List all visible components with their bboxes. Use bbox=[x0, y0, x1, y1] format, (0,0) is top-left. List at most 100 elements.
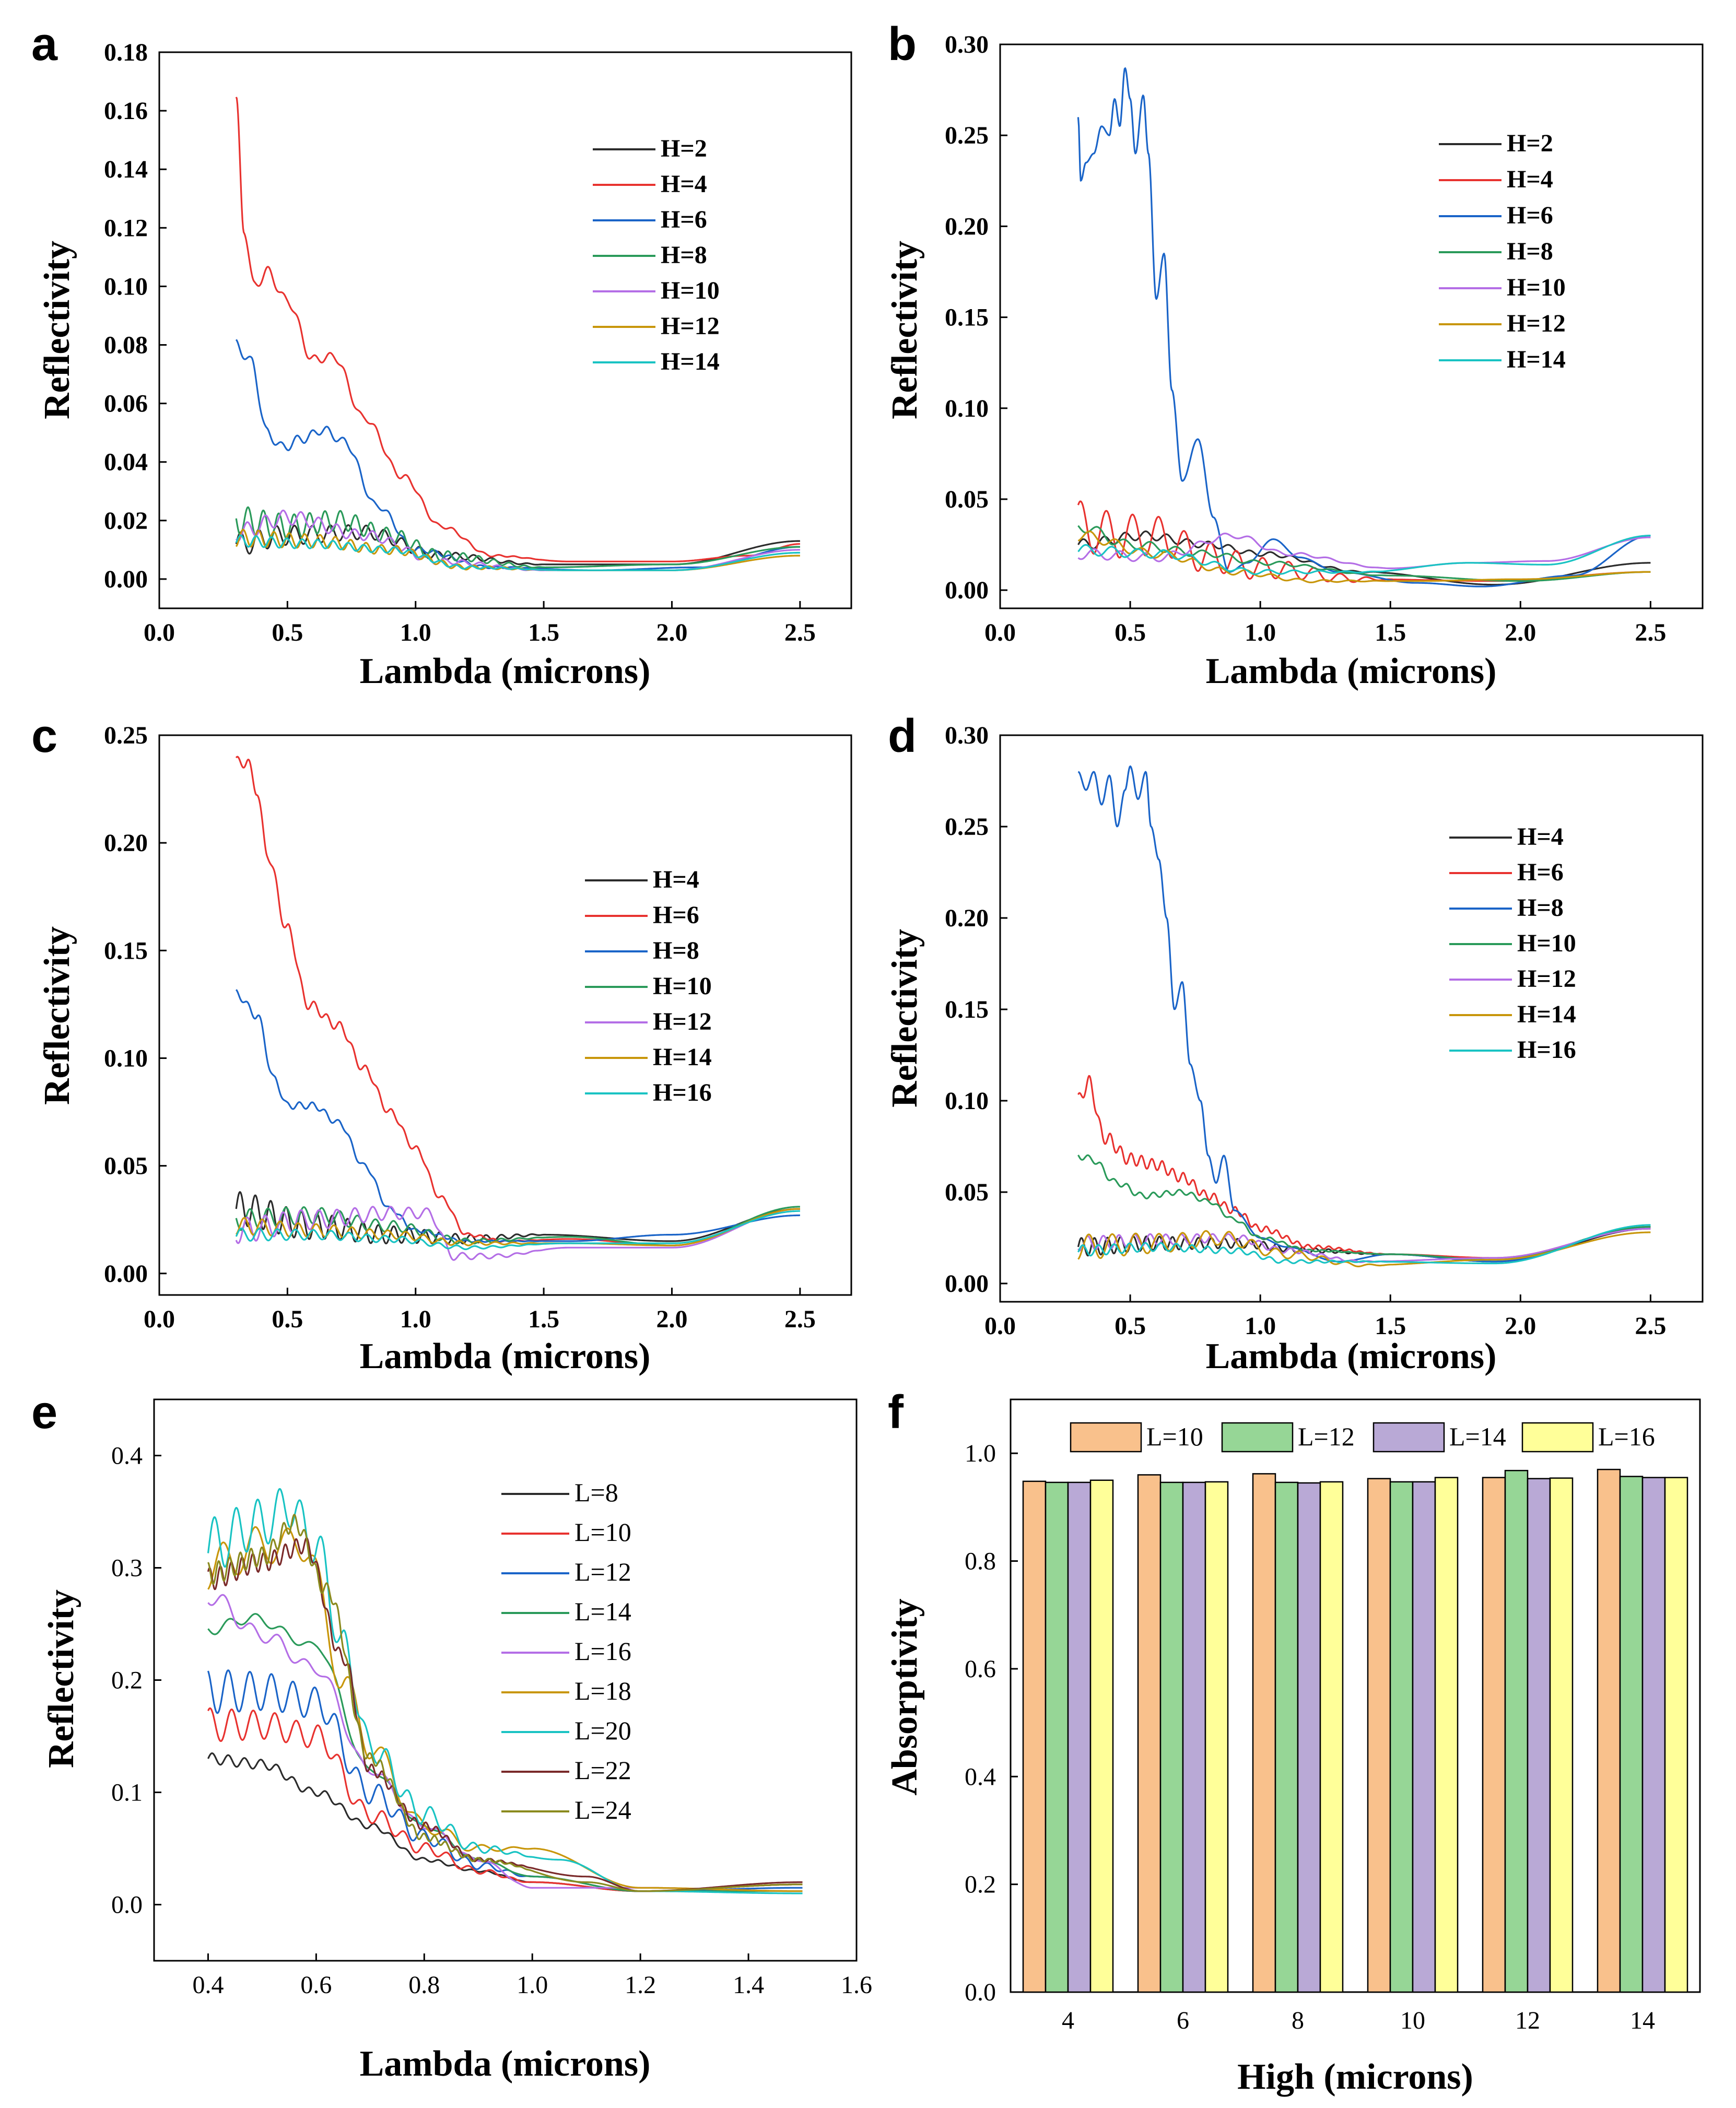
y-tick-label: 0.2 bbox=[965, 1871, 996, 1899]
x-tick-label: 0.0 bbox=[984, 619, 1016, 646]
y-tick-label: 0.15 bbox=[945, 996, 989, 1023]
x-tick-label: 2.5 bbox=[1635, 619, 1666, 646]
bar-L=10-H6 bbox=[1137, 1474, 1162, 1993]
y-tick-label: 0.10 bbox=[104, 273, 148, 300]
series-line-H=10 bbox=[1077, 1154, 1651, 1261]
x-tick-label: 2.5 bbox=[784, 1305, 816, 1333]
legend-label: L=12 bbox=[574, 1557, 631, 1586]
plot-area-d: 0.00 0.05 0.10 0.15 0.20 0.25 0.30 0.0 0.5 1.0 1.5… bbox=[945, 722, 1666, 1340]
y-tick-label: 0.00 bbox=[104, 1260, 148, 1288]
x-tick-label: 2.5 bbox=[784, 619, 816, 646]
bar-L=12-H8 bbox=[1274, 1481, 1299, 1993]
y-axis-title-b: Reflectivity bbox=[885, 241, 925, 419]
y-tick-label: 0.3 bbox=[111, 1554, 143, 1582]
plot-area-f: 0.0 0.2 0.4 0.6 0.8 1.0 4 6 8 10 12 14 L=10 L=12 L=14 L… bbox=[965, 1422, 1688, 2034]
legend-label: L=16 bbox=[574, 1636, 631, 1666]
x-tick-label: 0.5 bbox=[1115, 1312, 1146, 1340]
x-tick-label: 2.0 bbox=[656, 619, 687, 646]
x-tick-label: 1.5 bbox=[528, 619, 559, 646]
legend-label: H=14 bbox=[661, 348, 720, 375]
y-tick-label: 1.0 bbox=[965, 1440, 996, 1467]
y-tick-label: 0.20 bbox=[945, 904, 989, 932]
legend-label: H=6 bbox=[1507, 202, 1553, 229]
x-tick-label: 2.0 bbox=[1505, 619, 1536, 646]
series-line-H=4 bbox=[235, 97, 801, 562]
legend-label: H=8 bbox=[653, 937, 699, 964]
legend-label: H=14 bbox=[653, 1043, 712, 1071]
legend-label: H=4 bbox=[1517, 823, 1564, 851]
legend-label: H=14 bbox=[1517, 1000, 1576, 1028]
legend-label: H=10 bbox=[1507, 274, 1566, 301]
y-tick-label: 0.05 bbox=[104, 1152, 148, 1180]
bar-L=16-H6 bbox=[1204, 1481, 1229, 1993]
plot-frame-d bbox=[999, 734, 1704, 1303]
panel-label-c: c bbox=[31, 710, 57, 762]
panel-f: f 0.0 0.2 0.4 0.6 0.8 1.0 4 6 8 10 12 14 L=10 L=12 L=1… bbox=[885, 1386, 1701, 2097]
legend-swatch bbox=[1373, 1422, 1445, 1453]
bar-L=12-H6 bbox=[1159, 1481, 1184, 1993]
panel-b: b 0.00 0.05 0.10 0.15 0.20 0.25 0.30 0.0 0.5 1.0 1… bbox=[885, 18, 1704, 691]
x-axis-title-f: High (microns) bbox=[1237, 2057, 1473, 2097]
legend-label: L=14 bbox=[574, 1597, 631, 1626]
y-tick-label: 0.02 bbox=[104, 507, 148, 535]
y-tick-label: 0.6 bbox=[965, 1655, 996, 1683]
y-axis-title-e: Reflectivity bbox=[41, 1589, 81, 1768]
panel-e: e 0.0 0.1 0.2 0.3 0.4 0.4 0.6 0.8 1.0 1.2 1.4 1.6 L=… bbox=[31, 1386, 872, 2084]
legend-label: H=16 bbox=[653, 1079, 712, 1106]
x-axis-title-d: Lambda (microns) bbox=[1206, 1336, 1497, 1376]
plot-frame-c bbox=[158, 734, 852, 1296]
panel-label-e: e bbox=[31, 1386, 57, 1439]
x-tick-label: 2.5 bbox=[1635, 1312, 1666, 1340]
y-tick-label: 0.30 bbox=[945, 722, 989, 749]
bar-L=10-H8 bbox=[1252, 1473, 1276, 1993]
legend-label: H=10 bbox=[661, 277, 720, 304]
y-tick-label: 0.04 bbox=[104, 449, 148, 476]
plot-frame-a bbox=[158, 51, 852, 609]
x-tick-label: 0.5 bbox=[272, 1305, 303, 1333]
y-tick-label: 0.1 bbox=[111, 1779, 143, 1807]
legend-label: H=4 bbox=[661, 170, 707, 198]
series-line-H=6 bbox=[235, 756, 801, 1246]
bar-L=12-H12 bbox=[1504, 1469, 1529, 1993]
x-tick-label: 0.4 bbox=[192, 1971, 224, 1999]
x-tick-label: 0.5 bbox=[1115, 619, 1146, 646]
y-tick-label: 0.25 bbox=[945, 122, 989, 149]
x-tick-label: 0.0 bbox=[144, 1305, 175, 1333]
bar-L=10-H12 bbox=[1482, 1477, 1506, 1993]
legend-label: H=10 bbox=[1517, 929, 1576, 957]
y-tick-label: 0.25 bbox=[104, 722, 148, 749]
x-tick-label: 1.6 bbox=[841, 1971, 872, 1999]
series-line-L=22 bbox=[207, 1537, 803, 1892]
y-tick-label: 0.08 bbox=[104, 332, 148, 359]
legend-label: L=14 bbox=[1449, 1422, 1506, 1451]
series-line-H=16 bbox=[1077, 1224, 1651, 1265]
series-line-H=14 bbox=[235, 534, 801, 571]
y-tick-label: 0.8 bbox=[965, 1548, 996, 1575]
y-tick-label: 0.15 bbox=[104, 937, 148, 964]
legend-label: L=10 bbox=[1146, 1422, 1203, 1451]
bar-L=12-H10 bbox=[1389, 1481, 1414, 1993]
legend-label: H=12 bbox=[1517, 965, 1576, 993]
x-tick-label: 1.5 bbox=[1375, 619, 1406, 646]
x-tick-label: 4 bbox=[1062, 2007, 1074, 2034]
y-tick-label: 0.00 bbox=[945, 1270, 989, 1298]
legend-label: L=24 bbox=[574, 1795, 631, 1824]
bar-L=10-H4 bbox=[1022, 1480, 1047, 1993]
y-axis-title-a: Reflectivity bbox=[37, 241, 77, 419]
legend-label: H=2 bbox=[661, 135, 707, 162]
y-tick-label: 0.4 bbox=[965, 1763, 996, 1791]
legend-label: H=12 bbox=[661, 312, 720, 340]
x-tick-label: 1.4 bbox=[733, 1971, 764, 1999]
legend-swatch bbox=[1521, 1422, 1594, 1453]
x-tick-label: 1.5 bbox=[1375, 1312, 1406, 1340]
legend-label: L=10 bbox=[574, 1517, 631, 1547]
plot-area-a: 0.00 0.02 0.04 0.06 0.08 0.10 0.12 0.14 0.16 0.18… bbox=[104, 39, 816, 646]
legend-label: H=10 bbox=[653, 972, 712, 1000]
y-tick-label: 0.0 bbox=[111, 1891, 143, 1919]
legend-label: H=6 bbox=[661, 206, 707, 233]
panel-a: a 0.000.020.040.060.080.100.120.140.160.… bbox=[31, 18, 852, 691]
plot-frame-b bbox=[999, 43, 1704, 609]
panel-label-b: b bbox=[888, 18, 917, 70]
y-tick-label: 0.10 bbox=[104, 1044, 148, 1072]
